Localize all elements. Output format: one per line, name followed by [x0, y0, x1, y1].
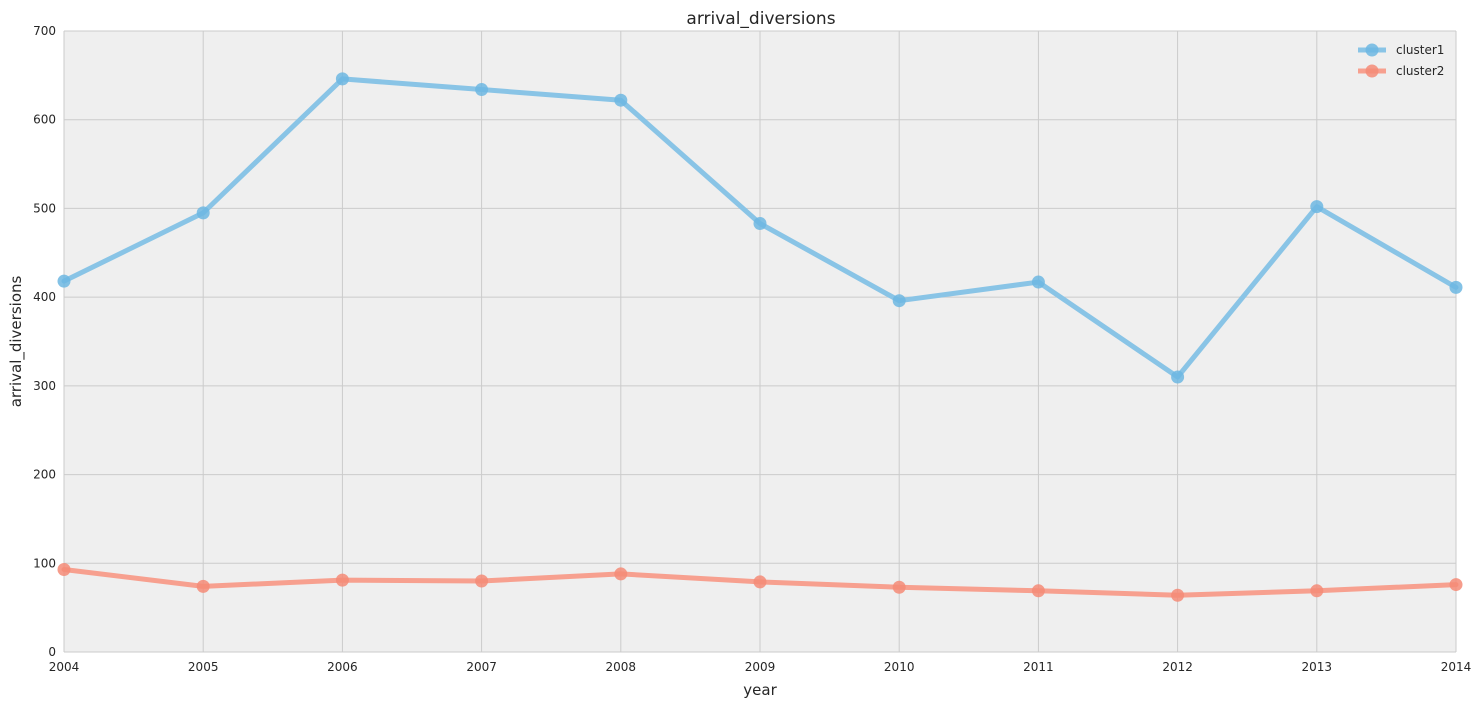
data-point: [753, 575, 767, 589]
data-point: [475, 83, 489, 97]
data-point: [614, 93, 628, 107]
data-point: [1449, 280, 1463, 294]
x-tick-label: 2012: [1162, 660, 1193, 674]
data-point: [196, 579, 210, 593]
legend-item: cluster2: [1358, 64, 1444, 78]
y-tick-labels: 0 100 200 300 400 500 600 700: [33, 24, 56, 659]
x-tick-label: 2007: [466, 660, 497, 674]
x-tick-label: 2008: [606, 660, 637, 674]
data-point: [475, 574, 489, 588]
data-point: [1310, 584, 1324, 598]
y-axis-label: arrival_diversions: [7, 276, 26, 408]
legend-label: cluster1: [1396, 43, 1444, 57]
y-tick-label: 200: [33, 468, 56, 482]
chart-title: arrival_diversions: [686, 9, 835, 29]
data-point: [1031, 584, 1045, 598]
y-tick-label: 400: [33, 290, 56, 304]
y-tick-label: 700: [33, 24, 56, 38]
data-point: [335, 72, 349, 86]
x-axis-label: year: [743, 681, 777, 699]
x-tick-label: 2006: [327, 660, 358, 674]
series-layer: [57, 72, 1463, 602]
data-point: [196, 206, 210, 220]
y-tick-label: 0: [48, 645, 56, 659]
data-point: [57, 274, 71, 288]
x-tick-label: 2005: [188, 660, 219, 674]
data-point: [1171, 588, 1185, 602]
x-tick-label: 2004: [49, 660, 80, 674]
x-tick-labels: 2004 2005 2006 2007 2008 2009 2010 2011 2012 2013…: [49, 660, 1472, 674]
data-point: [753, 217, 767, 231]
data-point: [614, 567, 628, 581]
y-tick-label: 300: [33, 379, 56, 393]
series-cluster2: [57, 562, 1463, 602]
legend-item: cluster1: [1358, 43, 1444, 57]
y-tick-label: 500: [33, 201, 56, 215]
x-gridlines: [63, 31, 1457, 652]
legend-marker: [1365, 43, 1379, 57]
data-point: [892, 580, 906, 594]
legend: cluster1 cluster2: [1358, 43, 1444, 78]
x-tick-label: 2013: [1302, 660, 1333, 674]
legend-label: cluster2: [1396, 64, 1444, 78]
data-point: [892, 294, 906, 308]
data-point: [57, 562, 71, 576]
data-point: [1449, 578, 1463, 592]
y-tick-label: 100: [33, 556, 56, 570]
data-point: [335, 573, 349, 587]
x-tick-label: 2010: [884, 660, 915, 674]
data-point: [1031, 275, 1045, 289]
legend-marker: [1365, 64, 1379, 78]
x-tick-label: 2011: [1023, 660, 1054, 674]
y-tick-label: 600: [33, 113, 56, 127]
x-tick-label: 2009: [745, 660, 776, 674]
data-point: [1171, 370, 1185, 384]
series-cluster1: [57, 72, 1463, 384]
x-tick-label: 2014: [1441, 660, 1472, 674]
data-point: [1310, 200, 1324, 214]
